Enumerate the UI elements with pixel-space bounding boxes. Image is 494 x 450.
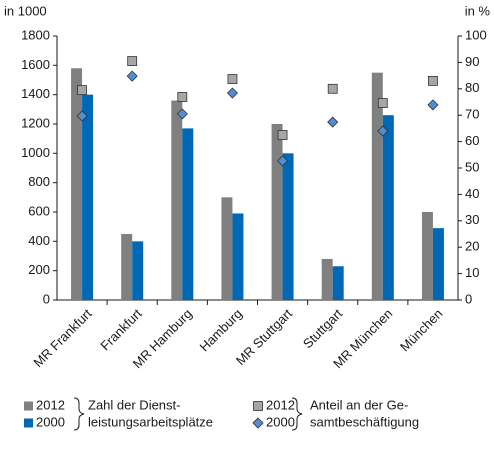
x-tick-label: Stuttgart [300,306,346,352]
y2-tick-label: 70 [465,107,479,122]
marker [277,130,288,140]
marker [427,99,439,111]
bar [421,212,433,300]
marker [227,74,238,84]
bar [282,153,294,300]
x-tick-label: Hamburg [197,306,245,354]
legend-brace [291,397,303,431]
y-tick-label: 1600 [21,57,50,72]
bar [232,213,244,300]
x-tick-label: Frankfurt [97,306,145,354]
legend-group-label: samtbeschäftigung [310,414,419,429]
y-tick-label: 1200 [21,115,50,130]
bar [121,234,133,300]
y-tick-label: 1800 [21,27,50,42]
y-tick-label: 1000 [21,145,50,160]
marker [76,110,88,122]
x-tick-label: MR Frankfurt [30,306,95,371]
y2-tick-label: 30 [465,212,479,227]
y2-tick-label: 80 [465,80,479,95]
marker [327,83,338,94]
bar [321,258,333,300]
bar [382,115,394,300]
legend-label: 2012 [266,397,295,412]
y-tick-label: 600 [28,203,50,218]
marker [377,125,389,137]
y-tick-label: 400 [28,233,50,248]
y2-tick-label: 60 [465,133,479,148]
bar [432,228,444,300]
marker [177,92,188,102]
legend-brace [73,397,85,431]
bar [271,124,283,300]
y2-axis-label: in % [465,3,491,18]
marker [377,98,388,108]
bar [132,241,144,300]
bar [221,197,233,300]
marker [176,108,188,120]
y2-tick-label: 0 [465,291,472,306]
bar [371,72,383,301]
legend-label: 2000 [266,414,295,429]
marker [428,75,438,86]
bar [71,68,83,301]
y2-tick-label: 40 [465,186,479,201]
legend-group-label: leistungsarbeitsplätze [88,414,213,429]
marker [126,70,138,82]
marker [252,417,264,429]
y-axis-label: in 1000 [4,3,47,18]
marker [226,87,239,99]
marker [327,116,339,128]
marker [127,56,138,66]
legend-label: 2000 [36,414,65,429]
y2-tick-label: 10 [465,265,479,280]
legend-group-label: Zahl der Dienst- [88,397,180,412]
y2-tick-label: 90 [465,54,479,69]
y2-tick-label: 20 [465,239,479,254]
y2-tick-label: 50 [465,159,479,174]
y-tick-label: 200 [28,262,50,277]
bar [171,100,183,301]
y-tick-label: 1400 [21,86,50,101]
legend-swatch [24,401,33,411]
y-tick-label: 800 [28,174,50,189]
y2-tick-label: 100 [465,27,487,42]
bar [182,128,194,300]
legend-swatch [24,418,33,428]
marker [253,401,263,411]
marker [276,155,289,167]
legend-label: 2012 [36,397,65,412]
y-tick-label: 0 [43,291,50,306]
bar [82,94,94,301]
x-tick-label: München [397,306,445,354]
marker [77,85,87,96]
bar [332,266,344,300]
legend-group-label: Anteil an der Ge- [310,397,408,412]
